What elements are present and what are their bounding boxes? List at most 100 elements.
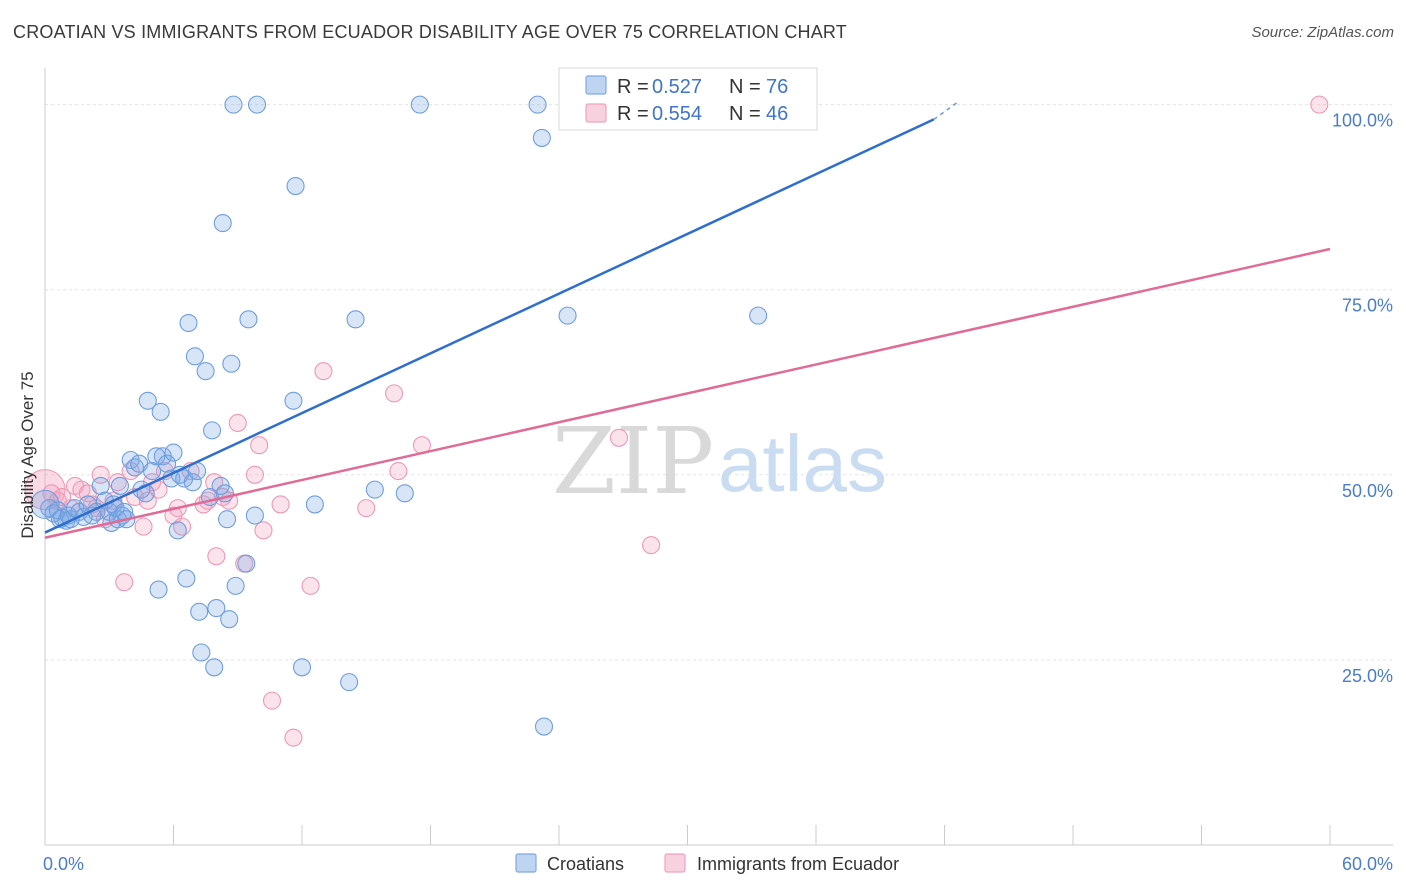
point-ecuador [284,728,303,747]
axes [44,68,1393,846]
point-croatians [226,576,245,595]
legend-n-value-croatians: 76 [766,76,788,98]
point-croatians [158,454,177,473]
point-croatians [292,658,312,677]
point-croatians [110,476,130,495]
point-croatians [528,95,547,114]
point-croatians [151,402,170,421]
point-croatians [340,673,359,692]
point-croatians [207,599,226,618]
point-croatians [247,95,267,114]
point-croatians [213,214,232,233]
point-croatians [239,310,258,329]
point-ecuador [228,413,247,433]
point-croatians [203,421,222,440]
point-croatians [532,128,551,147]
point-croatians [149,580,168,599]
point-croatians [365,480,384,499]
y-axis-label: Disability Age Over 75 [18,371,37,538]
point-ecuador [609,428,629,447]
point-croatians [749,306,768,325]
point-ecuador [314,362,333,381]
point-croatians [138,391,157,410]
legend-swatch-ecuador [585,103,607,123]
bottom-legend-ecuador: Immigrants from Ecuador [697,854,899,874]
point-croatians [286,177,305,196]
point-croatians [177,569,196,588]
point-croatians [164,443,183,462]
source-credit: Source: ZipAtlas.com [1251,24,1394,41]
y-tick-label: 100.0% [1332,111,1393,131]
point-ecuador [389,462,408,481]
point-ecuador-cluster [24,469,66,511]
point-croatians [222,354,241,373]
legend-row-ecuador: R = 0.554 N = 46 [585,103,788,125]
trendline-croatians [44,118,935,534]
grid-lines [45,104,1393,661]
point-ecuador [115,573,134,592]
point-croatians [237,554,256,573]
y-tick-label: 25.0% [1342,666,1393,686]
point-ecuador [138,491,157,510]
legend-r-value-ecuador: 0.554 [652,103,702,125]
point-croatians-cluster [30,489,60,519]
series-ecuador-points [24,95,1329,747]
point-croatians [346,310,365,329]
point-ecuador [207,547,226,566]
point-croatians [224,95,243,114]
y-tick-label: 75.0% [1342,296,1393,316]
point-ecuador [250,436,269,455]
legend-row-croatians: R = 0.527 N = 76 [585,75,788,98]
point-croatians [147,447,166,466]
watermark-zip: ZIP [552,408,714,515]
point-ecuador [301,576,320,595]
point-croatians [91,476,110,495]
legend-r-value-croatians: 0.527 [652,76,702,98]
point-croatians [245,506,264,525]
legend-n-value-ecuador: 46 [766,103,788,125]
point-croatians [143,462,162,481]
y-tick-label: 50.0% [1342,481,1393,501]
point-croatians [217,510,237,529]
point-croatians [558,306,577,325]
point-croatians [305,495,324,514]
chart-title: CROATIAN VS IMMIGRANTS FROM ECUADOR DISA… [13,22,847,42]
trendline-croatians-extension [933,101,958,121]
x-tick-label: 0.0% [43,854,84,874]
point-ecuador [262,691,282,710]
point-ecuador [642,536,661,555]
bottom-legend: Croatians Immigrants from Ecuador [515,853,899,874]
y-tick-labels: 25.0% 50.0% 75.0% 100.0% [1332,111,1393,686]
point-ecuador [1310,95,1329,114]
legend-n-label: N = [729,103,761,125]
legend-r-label: R = [617,76,649,98]
legend-r-label: R = [617,103,649,125]
point-croatians [183,473,202,492]
watermark-atlas: atlas [718,419,887,508]
point-ecuador [254,521,273,540]
point-ecuador [245,465,264,484]
bottom-legend-swatch-croatians [515,853,537,873]
point-ecuador [271,495,290,514]
point-croatians [205,658,224,677]
point-croatians [190,602,209,621]
trend-lines [44,101,1331,539]
point-croatians [168,521,187,540]
trendline-ecuador [44,247,1331,539]
x-tick-labels: 0.0% 60.0% [43,854,1393,874]
bottom-legend-croatians: Croatians [547,854,624,874]
point-croatians [196,362,215,381]
point-ecuador [134,517,153,536]
point-croatians [220,610,239,629]
bottom-legend-swatch-ecuador [664,853,686,873]
point-ecuador [385,384,404,403]
legend-n-label: N = [729,76,761,98]
legend-swatch-croatians [585,75,607,95]
point-croatians [395,484,414,503]
point-ecuador [357,499,376,518]
x-tick-label: 60.0% [1342,854,1393,874]
point-croatians [534,717,554,736]
point-ecuador [42,484,61,503]
point-croatians [179,313,198,333]
